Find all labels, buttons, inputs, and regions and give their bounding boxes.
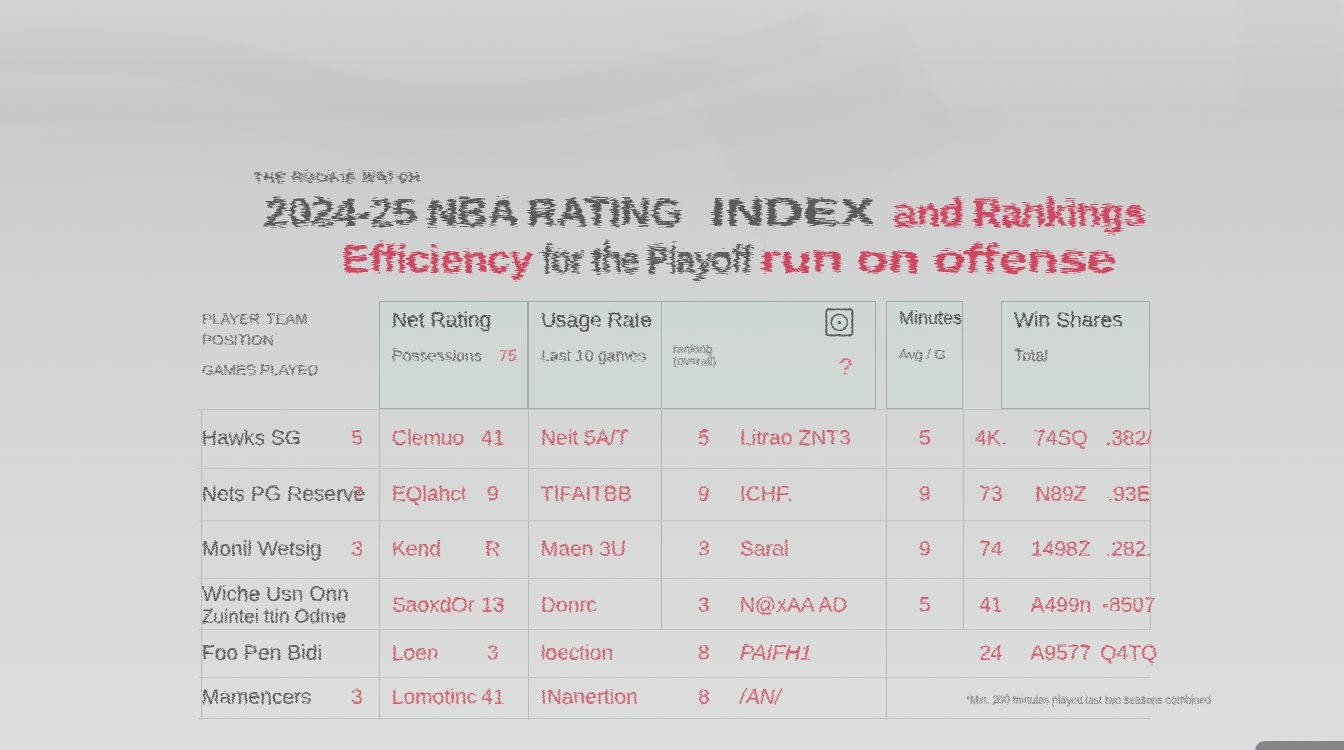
- svg-text:.282.: .282.: [1105, 537, 1152, 560]
- svg-text:3: 3: [697, 537, 709, 560]
- svg-text:Litrao ZNT3: Litrao ZNT3: [739, 426, 850, 449]
- svg-text:-8507: -8507: [1101, 593, 1155, 616]
- svg-text:5: 5: [350, 426, 362, 449]
- svg-text:24: 24: [978, 641, 1002, 664]
- svg-text:41: 41: [480, 426, 503, 449]
- svg-text:3: 3: [697, 593, 709, 616]
- svg-text:SaoxdOr: SaoxdOr: [391, 593, 474, 616]
- svg-text:Kend: Kend: [391, 537, 440, 560]
- svg-text:3: 3: [350, 685, 362, 708]
- svg-text:Foo Pen Bidi: Foo Pen Bidi: [201, 641, 321, 664]
- svg-text:ICHF.: ICHF.: [739, 482, 792, 505]
- svg-text:41: 41: [480, 685, 503, 708]
- svg-text:5: 5: [918, 593, 930, 616]
- svg-text:PAIFH1: PAIFH1: [739, 641, 811, 664]
- svg-text:Nets PG Reserve: Nets PG Reserve: [201, 482, 364, 505]
- svg-text:4K.: 4K.: [974, 426, 1006, 449]
- svg-text:Zuintei ttin Odme: Zuintei ttin Odme: [201, 606, 346, 627]
- svg-text:Mamencers: Mamencers: [201, 685, 311, 708]
- svg-text:9: 9: [697, 482, 709, 505]
- svg-text:R: R: [484, 537, 499, 560]
- svg-text:TIFAITBB: TIFAITBB: [540, 482, 631, 505]
- svg-text:.382/: .382/: [1105, 426, 1152, 449]
- svg-text:Loen: Loen: [391, 641, 438, 664]
- svg-text:N89Z: N89Z: [1034, 482, 1086, 505]
- svg-text:8: 8: [697, 641, 709, 664]
- svg-text:N@xAA AD: N@xAA AD: [739, 593, 847, 616]
- svg-text:3: 3: [350, 537, 362, 560]
- svg-text:A9577: A9577: [1030, 641, 1091, 664]
- svg-text:3: 3: [486, 641, 498, 664]
- svg-text:Saral: Saral: [739, 537, 788, 560]
- svg-text:/AN/: /AN/: [737, 685, 782, 708]
- svg-text:7: 7: [350, 482, 362, 505]
- svg-text:Neit 5A/T: Neit 5A/T: [540, 426, 628, 449]
- svg-text:EQlahct: EQlahct: [391, 482, 466, 505]
- svg-text:74SQ: 74SQ: [1033, 426, 1087, 449]
- svg-text:Lomotinc: Lomotinc: [391, 685, 476, 708]
- svg-text:loection: loection: [540, 641, 612, 664]
- svg-text:INanertion: INanertion: [540, 685, 637, 708]
- svg-text:Monil Wetsig: Monil Wetsig: [201, 537, 321, 560]
- svg-text:A499n: A499n: [1030, 593, 1091, 616]
- svg-text:5: 5: [918, 426, 930, 449]
- svg-text:Clemuo: Clemuo: [391, 426, 463, 449]
- svg-text:13: 13: [480, 593, 503, 616]
- svg-text:74: 74: [978, 537, 1002, 560]
- svg-text:Hawks SG: Hawks SG: [201, 426, 300, 449]
- svg-text:*Min. 200 minutes played last: *Min. 200 minutes played last two season…: [965, 694, 1210, 706]
- svg-text:.93E: .93E: [1106, 482, 1149, 505]
- svg-text:41: 41: [978, 593, 1001, 616]
- svg-text:9: 9: [918, 537, 930, 560]
- svg-text:1498Z: 1498Z: [1030, 537, 1090, 560]
- svg-text:Maen 3U: Maen 3U: [540, 537, 625, 560]
- svg-text:9: 9: [918, 482, 930, 505]
- svg-text:5: 5: [697, 426, 709, 449]
- svg-text:Wiche Usn Onn: Wiche Usn Onn: [201, 582, 348, 605]
- svg-text:Q4TQ: Q4TQ: [1099, 641, 1156, 664]
- svg-text:Donrc: Donrc: [540, 593, 596, 616]
- svg-text:8: 8: [697, 685, 709, 708]
- svg-text:9: 9: [486, 482, 498, 505]
- svg-text:73: 73: [978, 482, 1001, 505]
